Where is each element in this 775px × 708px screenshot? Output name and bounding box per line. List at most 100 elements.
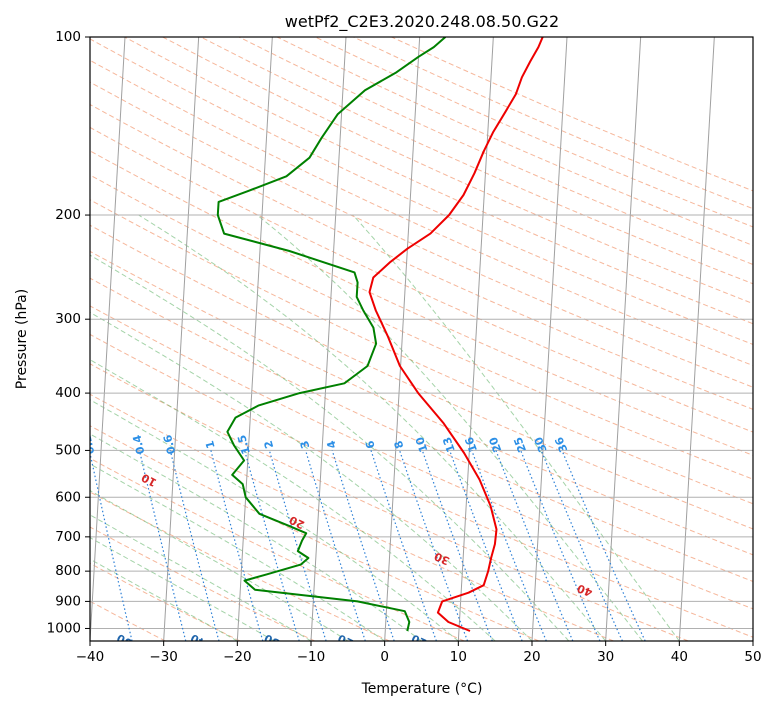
dry-adiabat xyxy=(90,199,753,505)
dry-adiabat xyxy=(90,38,753,345)
mixing-ratio-line xyxy=(268,450,327,641)
profile-layer xyxy=(216,37,544,632)
mixing-ratio-label: 20 xyxy=(487,435,505,454)
dry-adiabat xyxy=(90,491,390,641)
moist-adiabat xyxy=(90,489,349,641)
dry-adiabat xyxy=(238,37,753,266)
moist-adiabat xyxy=(138,214,607,641)
y-tick-label: 400 xyxy=(55,385,81,401)
y-tick-label: 1000 xyxy=(47,620,81,636)
mixing-ratio-line xyxy=(449,450,523,641)
dry-adiabat xyxy=(90,224,753,530)
mixing-ratio-label: 8 xyxy=(392,439,407,450)
dry-adiabat xyxy=(353,37,753,210)
x-axis-label: Temperature (°C) xyxy=(361,681,483,697)
dry-adiabat-label: 40 xyxy=(575,581,594,599)
dry-adiabat xyxy=(90,250,753,556)
mixing-ratio-line xyxy=(169,450,220,641)
mixing-ratio-line xyxy=(421,450,493,641)
dry-adiabat xyxy=(391,37,753,192)
mixing-ratio-line xyxy=(43,450,82,641)
y-tick-label: 900 xyxy=(55,593,81,609)
mixing-ratio-line xyxy=(331,450,395,641)
dry-adiabat-label: -50 xyxy=(114,631,138,652)
mixing-ratio-label: 6 xyxy=(363,439,378,451)
dry-adiabat xyxy=(90,562,241,641)
mixing-ratio-label: 3 xyxy=(298,439,313,450)
x-tick-label: −40 xyxy=(76,649,105,665)
moist-adiabat xyxy=(90,463,385,641)
x-tick-label: 20 xyxy=(523,649,540,665)
chart-title: wetPf2_C2E3.2020.248.08.50.G22 xyxy=(285,12,559,32)
mixing-ratio-label: 10 xyxy=(413,435,430,454)
isotherm xyxy=(752,632,753,641)
x-tick-label: −20 xyxy=(223,649,252,665)
mixing-ratio-line xyxy=(520,450,601,641)
grid-layer: 0.10.20.40.611.52346810131620253036-100-… xyxy=(34,37,753,652)
y-tick-label: 300 xyxy=(55,311,81,327)
y-tick-label: 800 xyxy=(55,563,81,579)
mixing-ratio-line xyxy=(90,450,133,641)
mixing-ratio-label: 1 xyxy=(203,439,218,450)
dry-adiabat-label: -20 xyxy=(336,631,360,651)
dry-adiabat xyxy=(315,37,753,228)
x-tick-label: 0 xyxy=(380,649,389,665)
mixing-ratio-label: 25 xyxy=(511,435,529,454)
mixing-ratio-line xyxy=(471,450,547,641)
moist-adiabat xyxy=(90,558,238,641)
dry-adiabat xyxy=(276,37,753,247)
isotherm xyxy=(605,37,642,641)
x-tick-label: −10 xyxy=(297,649,326,665)
x-tick-label: 50 xyxy=(744,649,761,665)
dry-adiabat xyxy=(90,81,753,388)
dry-adiabat xyxy=(90,457,465,641)
mixing-ratio-label: 30 xyxy=(532,435,550,454)
mixing-ratio-label: 16 xyxy=(462,435,480,454)
mixing-ratio-label: 36 xyxy=(552,435,570,454)
dry-adiabat xyxy=(162,37,753,305)
dry-adiabat-label: 10 xyxy=(139,470,159,489)
mixing-ratio-line xyxy=(210,450,264,641)
isotherm xyxy=(236,37,273,641)
dry-adiabat xyxy=(200,37,753,285)
y-tick-label: 700 xyxy=(55,529,81,545)
moist-adiabat xyxy=(90,514,312,641)
mixing-ratio-line xyxy=(495,450,574,641)
mixing-ratio-label: 0.1 xyxy=(34,434,51,456)
y-tick-label: 600 xyxy=(55,489,81,505)
mixing-ratio-line xyxy=(138,450,187,641)
x-tick-label: 10 xyxy=(450,649,467,665)
isotherm xyxy=(678,37,715,641)
dewpoint-profile xyxy=(216,37,447,632)
mixing-ratio-label: 1.5 xyxy=(235,433,253,455)
isotherm xyxy=(384,37,421,641)
isotherm xyxy=(531,37,568,641)
dry-adiabat xyxy=(124,37,753,325)
dry-adiabat xyxy=(90,150,753,456)
isotherm xyxy=(310,37,347,641)
mixing-ratio-label: 4 xyxy=(324,439,339,450)
y-axis-label: Pressure (hPa) xyxy=(14,289,30,389)
y-tick-label: 500 xyxy=(55,442,81,458)
isotherm xyxy=(90,37,126,641)
dry-adiabat-label: -10 xyxy=(409,631,433,651)
x-tick-label: 30 xyxy=(597,649,614,665)
moist-adiabat xyxy=(90,399,459,641)
temperature-profile xyxy=(368,37,544,632)
mixing-ratio-line xyxy=(305,450,366,641)
mixing-ratio-label: 0.4 xyxy=(130,433,147,455)
mixing-ratio-line xyxy=(399,450,469,641)
y-tick-label: 200 xyxy=(55,207,81,223)
dry-adiabat xyxy=(90,59,753,367)
moist-adiabat xyxy=(90,433,422,641)
dry-adiabat xyxy=(90,333,753,638)
dry-adiabat xyxy=(90,425,539,641)
axis-layer: −40 −30 −20 −10 0 10 20 30 40 5010020030040050060… xyxy=(47,29,762,665)
y-tick-label: 100 xyxy=(55,29,81,45)
moist-adiabat xyxy=(256,214,643,641)
x-tick-label: −30 xyxy=(149,649,178,665)
dry-adiabat-label: -30 xyxy=(262,631,286,652)
mixing-ratio-label: 0.6 xyxy=(161,433,178,455)
x-tick-label: 40 xyxy=(671,649,688,665)
